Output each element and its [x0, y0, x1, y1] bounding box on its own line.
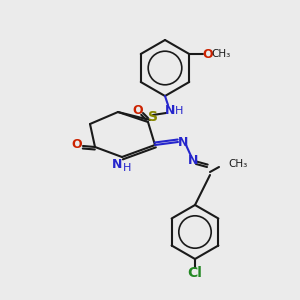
Text: S: S	[148, 110, 158, 124]
Text: N: N	[188, 154, 198, 166]
Text: O: O	[72, 139, 82, 152]
Text: CH₃: CH₃	[228, 159, 247, 169]
Text: N: N	[112, 158, 122, 172]
Text: O: O	[202, 47, 213, 61]
Text: N: N	[165, 103, 175, 116]
Text: H: H	[123, 163, 131, 173]
Text: CH₃: CH₃	[212, 49, 231, 59]
Text: H: H	[175, 106, 183, 116]
Text: N: N	[178, 136, 188, 148]
Text: Cl: Cl	[188, 266, 202, 280]
Text: O: O	[133, 103, 143, 116]
